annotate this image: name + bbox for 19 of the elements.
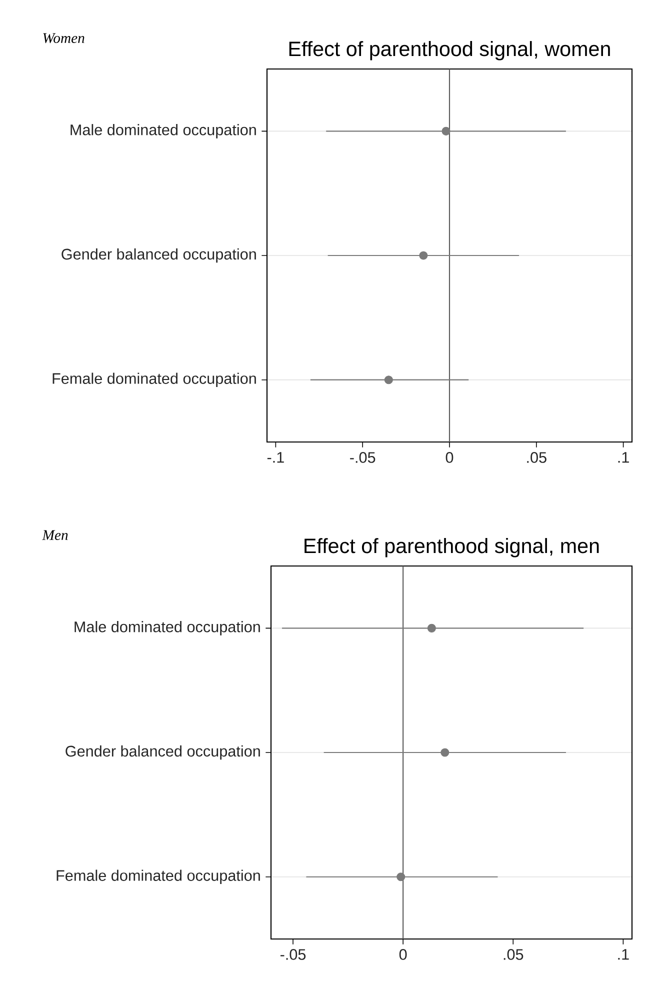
y-tick-label: Male dominated occupation bbox=[70, 124, 256, 138]
y-tick-label: Female dominated occupation bbox=[52, 372, 256, 387]
x-tick-label: .05 bbox=[527, 452, 546, 463]
x-tick-label: -.1 bbox=[267, 452, 284, 463]
x-tick-label: 0 bbox=[399, 949, 407, 960]
chart-title: Effect of parenthood signal, men bbox=[304, 538, 599, 558]
y-tick-label: Gender balanced occupation bbox=[62, 248, 256, 263]
y-tick-label: Female dominated occupation bbox=[56, 870, 260, 884]
x-tick-label: 0 bbox=[446, 452, 454, 463]
x-tick-label: .05 bbox=[504, 949, 524, 960]
text: Men bbox=[42, 530, 68, 540]
x-tick-label: -.05 bbox=[350, 452, 376, 463]
y-tick-label: Male dominated occupation bbox=[74, 621, 260, 636]
x-tick-label: .1 bbox=[618, 452, 629, 463]
chart-title: Effect of parenthood signal, women bbox=[289, 41, 610, 60]
text: Women bbox=[43, 33, 84, 44]
x-tick-label: -.05 bbox=[280, 949, 306, 960]
x-tick-label: .1 bbox=[618, 949, 629, 960]
y-tick-label: Gender balanced occupation bbox=[66, 745, 260, 760]
